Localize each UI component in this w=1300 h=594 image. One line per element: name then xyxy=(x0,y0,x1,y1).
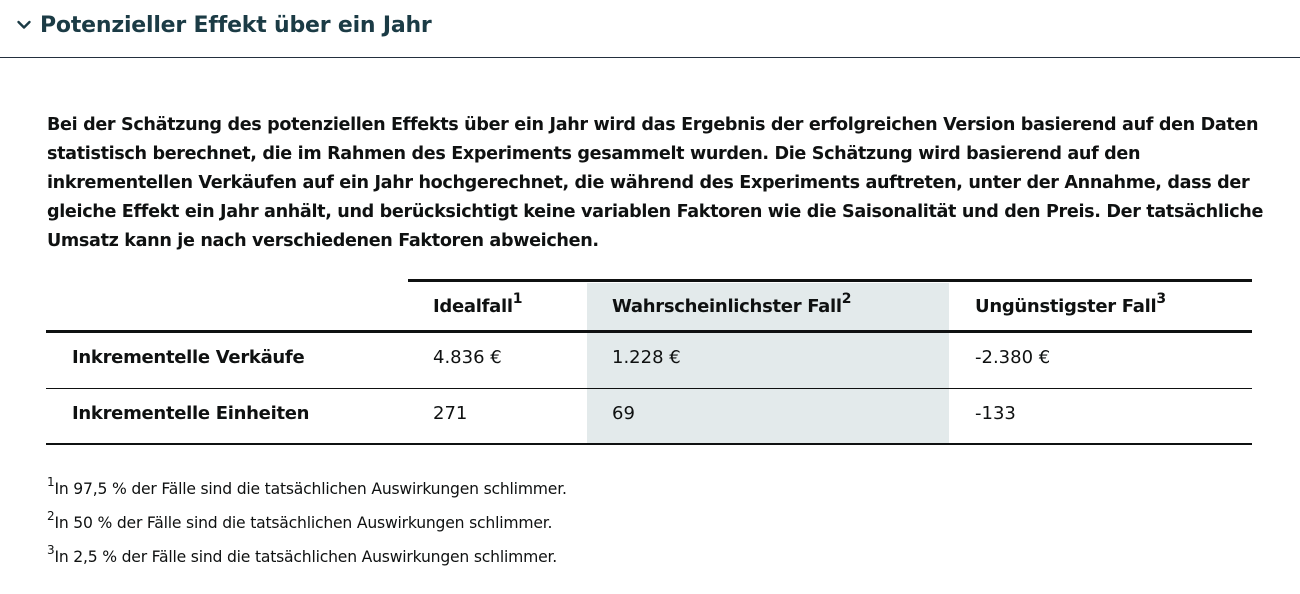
table-cell: 1.228 € xyxy=(612,347,681,368)
table-cell: -2.380 € xyxy=(975,347,1051,368)
footnote-mark: 3 xyxy=(47,542,55,557)
footnote: 2In 50 % der Fälle sind die tatsächliche… xyxy=(47,508,553,532)
table-top-rule xyxy=(408,279,1252,282)
table-row-divider xyxy=(46,388,1252,389)
column-header-best-case: Idealfall1 xyxy=(433,291,523,317)
footnote-ref: 2 xyxy=(841,291,852,307)
footnote-mark: 2 xyxy=(47,508,55,523)
table-cell: 4.836 € xyxy=(433,347,502,368)
column-header-worst-case: Ungünstigster Fall3 xyxy=(975,291,1166,317)
intro-paragraph: Bei der Schätzung des potenziellen Effek… xyxy=(47,115,1264,251)
footnote-ref: 1 xyxy=(512,291,523,307)
row-label-incremental-units: Inkrementelle Einheiten xyxy=(72,403,310,424)
table-cell: 271 xyxy=(433,403,468,424)
table-cell: -133 xyxy=(975,403,1016,424)
row-label-incremental-sales: Inkrementelle Verkäufe xyxy=(72,347,305,368)
likely-case-highlight xyxy=(587,283,949,444)
section-header-toggle[interactable]: Potenzieller Effekt über ein Jahr xyxy=(0,0,1300,58)
table-header-rule xyxy=(46,330,1252,333)
table-cell: 69 xyxy=(612,403,635,424)
section-title: Potenzieller Effekt über ein Jahr xyxy=(40,13,432,38)
table-bottom-rule xyxy=(46,443,1252,445)
chevron-down-icon[interactable] xyxy=(16,17,32,33)
footnote-ref: 3 xyxy=(1156,291,1166,307)
footnote: 3In 2,5 % der Fälle sind die tatsächlich… xyxy=(47,542,558,566)
footnote-mark: 1 xyxy=(47,474,55,489)
footnote: 1In 97,5 % der Fälle sind die tatsächlic… xyxy=(47,474,567,498)
column-header-likely-case: Wahrscheinlichster Fall2 xyxy=(612,291,852,317)
